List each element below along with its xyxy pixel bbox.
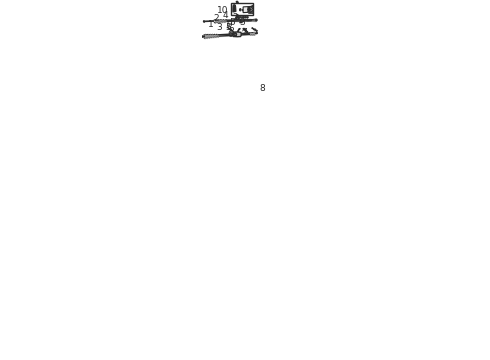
Ellipse shape [236, 18, 239, 19]
Ellipse shape [230, 29, 231, 30]
Text: 1: 1 [208, 20, 213, 29]
Ellipse shape [230, 29, 231, 30]
Ellipse shape [240, 9, 241, 10]
Ellipse shape [256, 33, 257, 34]
Ellipse shape [243, 17, 244, 18]
Polygon shape [243, 6, 253, 13]
Ellipse shape [256, 30, 257, 31]
Ellipse shape [256, 32, 257, 34]
Polygon shape [233, 6, 236, 12]
Ellipse shape [237, 15, 238, 16]
Ellipse shape [240, 19, 242, 21]
Polygon shape [232, 32, 241, 37]
Text: 10: 10 [217, 6, 229, 15]
Ellipse shape [233, 8, 235, 9]
Ellipse shape [203, 21, 204, 22]
Text: 3: 3 [240, 18, 245, 27]
Bar [231, 3, 253, 15]
Ellipse shape [253, 29, 254, 30]
Ellipse shape [236, 15, 238, 17]
Ellipse shape [247, 17, 248, 18]
Ellipse shape [233, 11, 235, 12]
Ellipse shape [204, 21, 205, 22]
Text: 5: 5 [229, 18, 235, 27]
Ellipse shape [248, 20, 249, 21]
Ellipse shape [236, 17, 239, 20]
Ellipse shape [228, 28, 229, 29]
Text: 1: 1 [246, 7, 252, 16]
Text: 3: 3 [216, 23, 222, 32]
Ellipse shape [249, 19, 250, 21]
Ellipse shape [249, 9, 250, 10]
Ellipse shape [245, 17, 246, 18]
Ellipse shape [256, 19, 257, 21]
Ellipse shape [226, 20, 227, 21]
Ellipse shape [243, 9, 244, 11]
Ellipse shape [243, 28, 244, 29]
Ellipse shape [249, 9, 250, 11]
Text: 7: 7 [241, 28, 247, 37]
Polygon shape [238, 28, 240, 32]
Ellipse shape [245, 16, 246, 18]
Ellipse shape [236, 15, 238, 16]
Ellipse shape [246, 16, 248, 18]
Ellipse shape [233, 9, 235, 10]
Ellipse shape [213, 21, 214, 22]
Ellipse shape [233, 7, 235, 8]
Ellipse shape [256, 19, 257, 21]
Text: 8: 8 [228, 27, 234, 36]
Ellipse shape [246, 9, 248, 11]
Ellipse shape [248, 19, 249, 21]
Ellipse shape [236, 1, 238, 2]
Ellipse shape [233, 5, 236, 7]
Ellipse shape [243, 16, 245, 18]
Ellipse shape [233, 10, 235, 11]
Ellipse shape [232, 30, 233, 31]
Ellipse shape [234, 5, 235, 6]
Ellipse shape [239, 16, 241, 18]
Text: 2: 2 [232, 13, 238, 22]
Ellipse shape [234, 33, 236, 36]
Text: 5: 5 [225, 23, 231, 32]
Ellipse shape [255, 29, 256, 30]
Ellipse shape [240, 17, 241, 18]
Text: 9: 9 [226, 20, 232, 29]
Ellipse shape [241, 22, 242, 23]
Ellipse shape [240, 22, 241, 23]
Ellipse shape [202, 36, 203, 37]
Text: 6: 6 [227, 30, 233, 39]
Ellipse shape [240, 9, 241, 11]
Ellipse shape [227, 27, 228, 28]
Ellipse shape [246, 19, 248, 21]
Text: 2: 2 [213, 14, 219, 23]
Text: 8: 8 [259, 84, 265, 93]
Ellipse shape [242, 17, 243, 18]
Ellipse shape [244, 20, 245, 21]
Text: 4: 4 [222, 12, 228, 21]
Ellipse shape [234, 33, 237, 36]
Ellipse shape [244, 9, 246, 11]
